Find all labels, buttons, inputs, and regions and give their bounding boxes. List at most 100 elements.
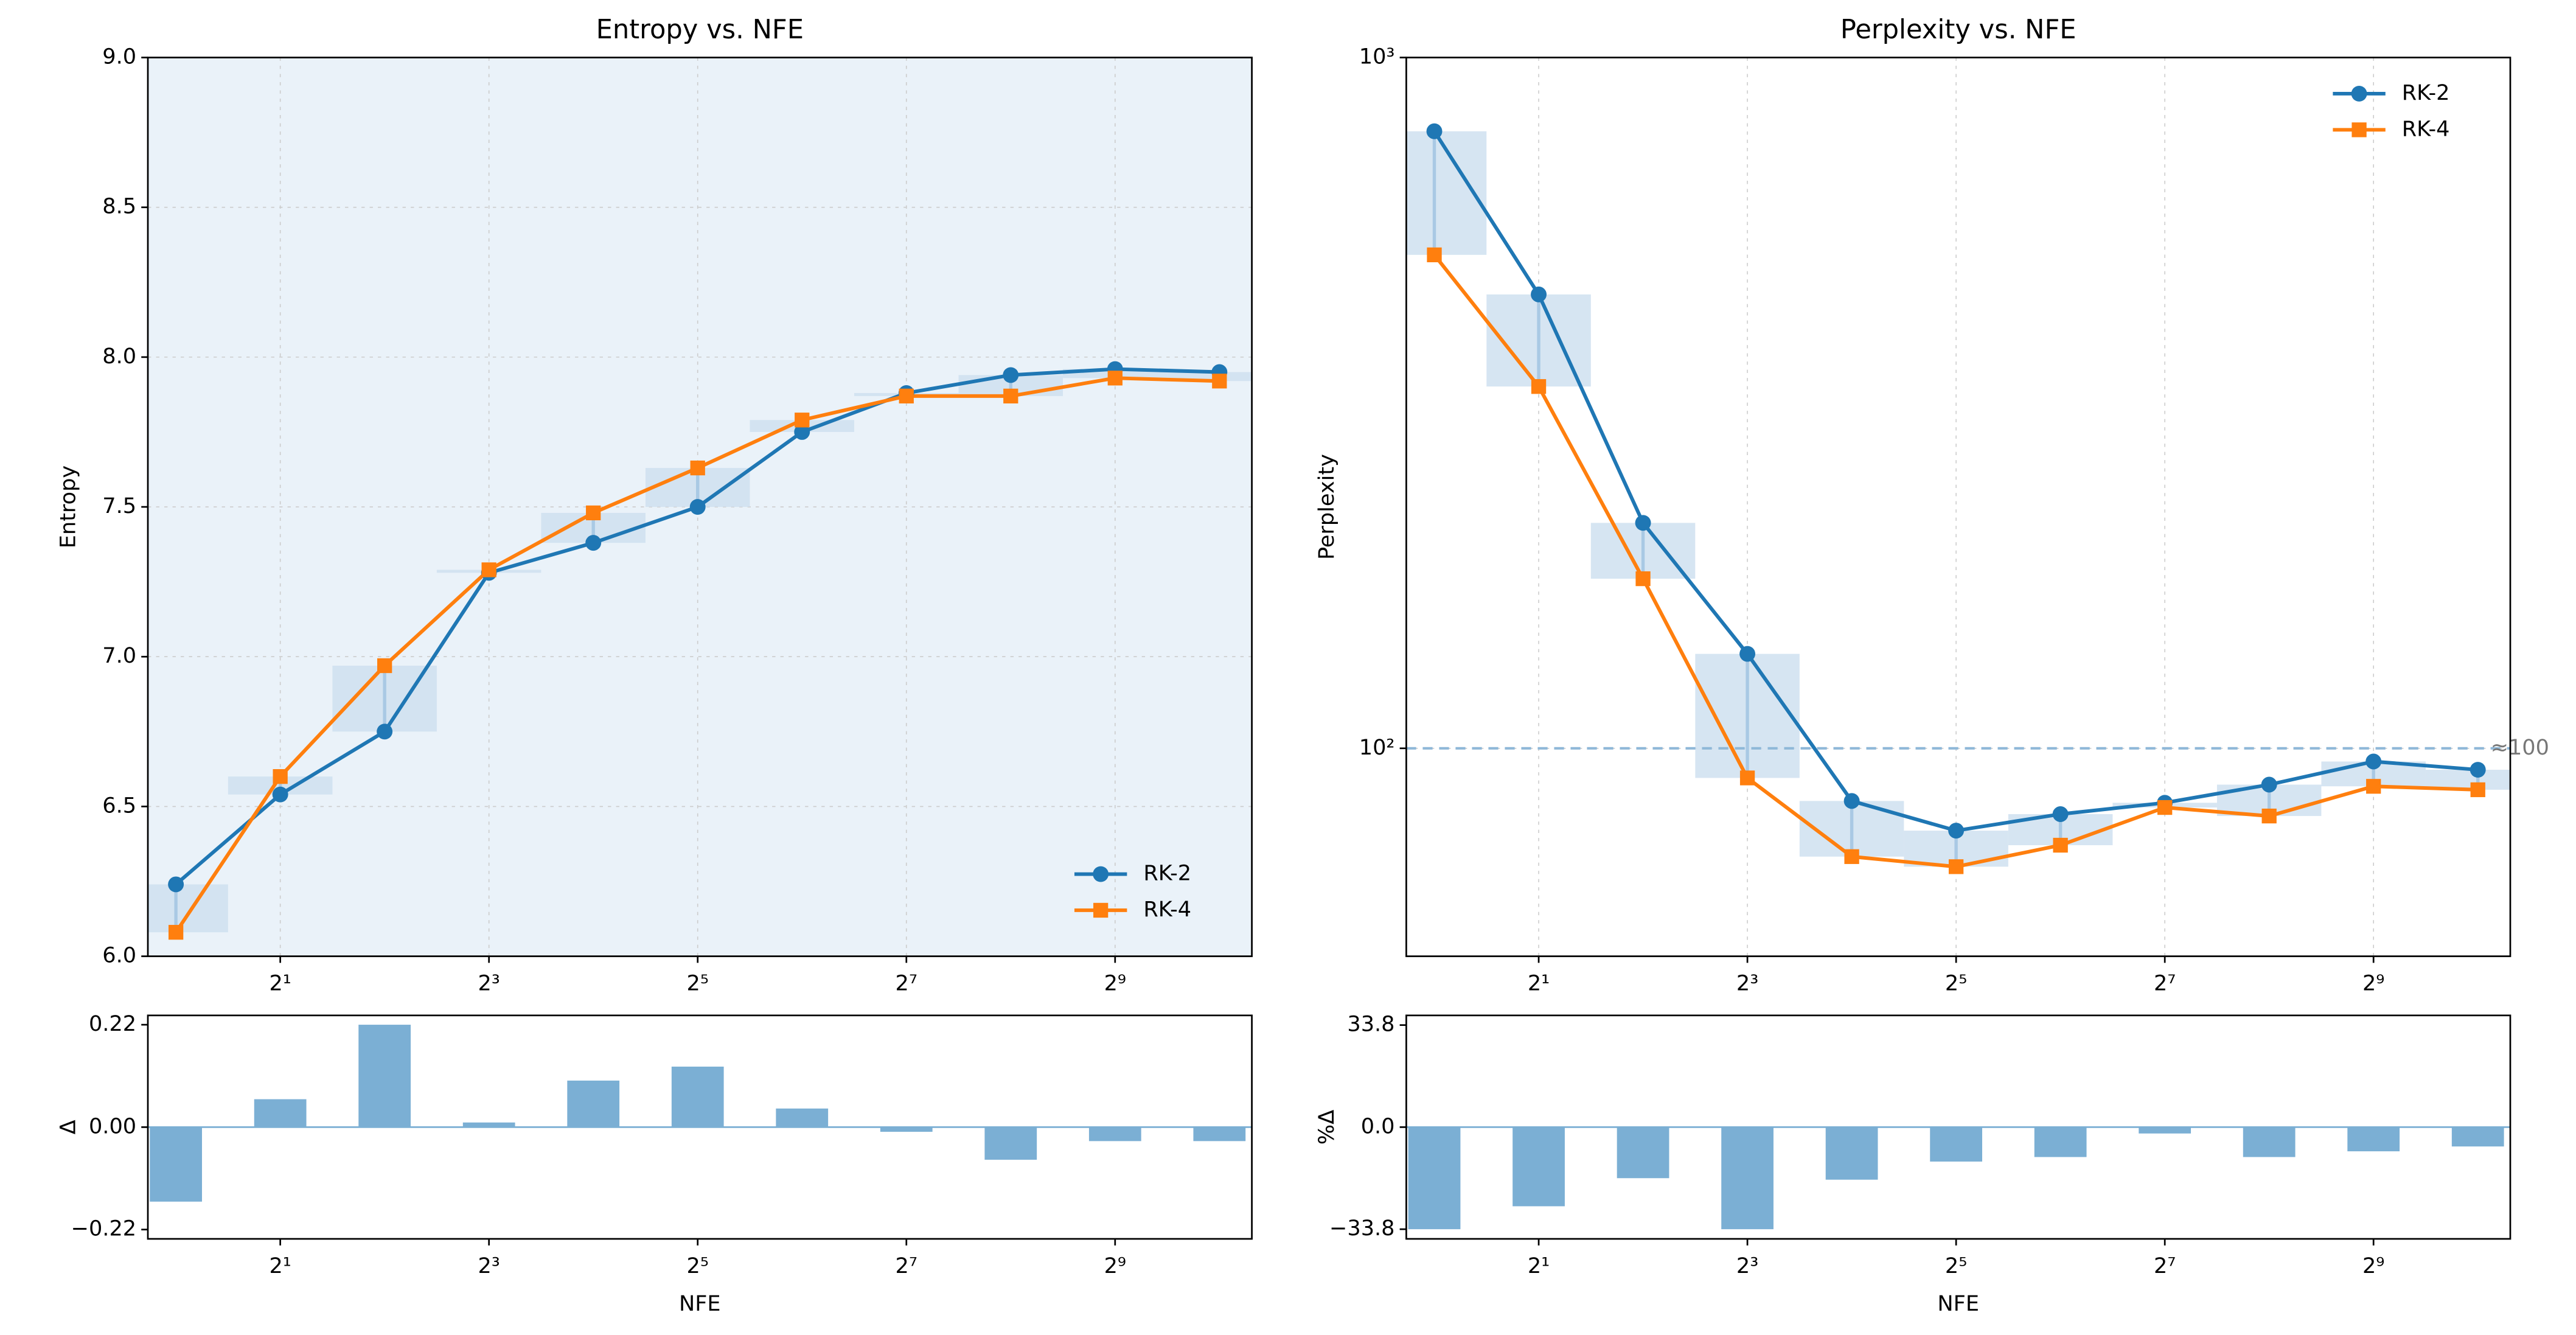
bar <box>358 1025 411 1128</box>
bar <box>150 1127 203 1202</box>
data-point <box>481 562 496 577</box>
bar <box>880 1127 933 1132</box>
x-tick-label: 2⁷ <box>2154 971 2176 995</box>
x-axis-label: NFE <box>1937 1291 1979 1316</box>
bar <box>1408 1127 1461 1230</box>
x-tick-label: 2⁷ <box>896 971 917 995</box>
y-tick-label: 10² <box>1359 735 1395 760</box>
data-point <box>1948 859 1964 874</box>
y-axis-label: %Δ <box>1314 1110 1339 1145</box>
y-tick-label: 9.0 <box>102 44 136 69</box>
data-point <box>1948 823 1965 839</box>
x-axis-label: NFE <box>679 1291 721 1316</box>
plot <box>150 1025 1246 1202</box>
data-point <box>272 786 288 803</box>
bar <box>254 1099 307 1128</box>
data-point <box>1531 379 1547 394</box>
bar <box>1088 1127 1141 1142</box>
axes-frame <box>147 57 1253 957</box>
bar <box>2139 1127 2191 1134</box>
data-point <box>795 413 810 428</box>
data-point <box>794 424 810 440</box>
data-point <box>2053 837 2068 853</box>
y-tick-label: 7.0 <box>102 643 136 668</box>
y-tick-label: 6.0 <box>102 943 136 968</box>
data-point <box>1426 123 1443 139</box>
bar <box>2243 1127 2296 1157</box>
difference-span <box>148 884 228 933</box>
bar <box>1193 1127 1246 1142</box>
bar <box>671 1066 724 1128</box>
reference-label: ≈100 <box>2491 735 2549 760</box>
axes-frame <box>147 1014 1253 1240</box>
x-tick-label: 2⁵ <box>687 971 709 995</box>
y-tick-label: 6.5 <box>102 793 136 818</box>
data-point <box>1843 793 1860 809</box>
y-axis-label: Entropy <box>55 465 80 548</box>
data-point <box>168 925 184 940</box>
data-point <box>1844 849 1859 864</box>
x-tick-label: 2³ <box>1736 971 1758 995</box>
data-point <box>2052 806 2069 822</box>
x-tick-label: 2⁹ <box>2362 971 2384 995</box>
axes-frame <box>1405 1014 2512 1240</box>
data-point <box>2470 782 2485 798</box>
x-tick-label: 2⁹ <box>2362 1253 2384 1278</box>
x-tick-label: 2⁷ <box>2154 1253 2176 1278</box>
data-point <box>1212 374 1227 389</box>
x-tick-label: 2¹ <box>1528 1253 1550 1278</box>
bar <box>1721 1127 1774 1230</box>
y-axis-label: Δ <box>55 1120 80 1134</box>
x-tick-label: 2³ <box>478 971 500 995</box>
bar <box>1930 1127 1982 1162</box>
x-tick-label: 2⁹ <box>1104 971 1126 995</box>
data-point <box>1531 286 1547 302</box>
data-point <box>585 535 602 551</box>
bar <box>1825 1127 1878 1180</box>
data-point <box>1003 367 1019 383</box>
bar <box>2347 1127 2400 1152</box>
difference-span <box>2425 770 2510 790</box>
plot-area <box>1406 57 2510 957</box>
x-tick-label: 2³ <box>1736 1253 1758 1278</box>
x-tick-label: 2⁵ <box>687 1253 709 1278</box>
x-tick-label: 2⁹ <box>1104 1253 1126 1278</box>
y-tick-label: 0.22 <box>89 1011 136 1036</box>
y-axis-label: Perplexity <box>1314 454 1339 560</box>
chart-title: Perplexity vs. NFE <box>1840 15 2076 45</box>
plot <box>1408 1127 2504 1230</box>
data-point <box>1107 371 1123 386</box>
data-point <box>377 658 392 674</box>
data-point <box>377 723 393 740</box>
bar <box>2034 1127 2087 1157</box>
y-tick-label: −33.8 <box>1329 1216 1395 1241</box>
data-point <box>2366 779 2381 794</box>
legend-label: RK-4 <box>2402 116 2450 141</box>
x-tick-label: 2⁵ <box>1945 971 1967 995</box>
data-point <box>1739 770 1755 786</box>
y-tick-label: 8.5 <box>102 194 136 219</box>
legend-label: RK-2 <box>1143 861 1191 886</box>
y-tick-label: 33.8 <box>1347 1012 1394 1037</box>
bar <box>1513 1127 1565 1207</box>
legend-label: RK-4 <box>1143 897 1191 922</box>
data-point <box>690 460 705 476</box>
y-tick-label: 10³ <box>1359 44 1395 69</box>
data-point <box>586 505 601 521</box>
data-point <box>2470 762 2486 778</box>
data-point <box>899 388 914 404</box>
bar <box>1617 1127 1669 1179</box>
data-point <box>1427 247 1442 262</box>
data-point <box>1635 571 1651 587</box>
data-point <box>689 499 706 515</box>
x-tick-label: 2⁵ <box>1945 1253 1967 1278</box>
data-point <box>2365 753 2382 770</box>
bar <box>776 1108 829 1128</box>
y-tick-label: −0.22 <box>71 1216 137 1241</box>
x-tick-label: 2¹ <box>269 971 291 995</box>
bar <box>984 1127 1037 1160</box>
data-point <box>2157 800 2173 815</box>
bar <box>462 1122 515 1128</box>
